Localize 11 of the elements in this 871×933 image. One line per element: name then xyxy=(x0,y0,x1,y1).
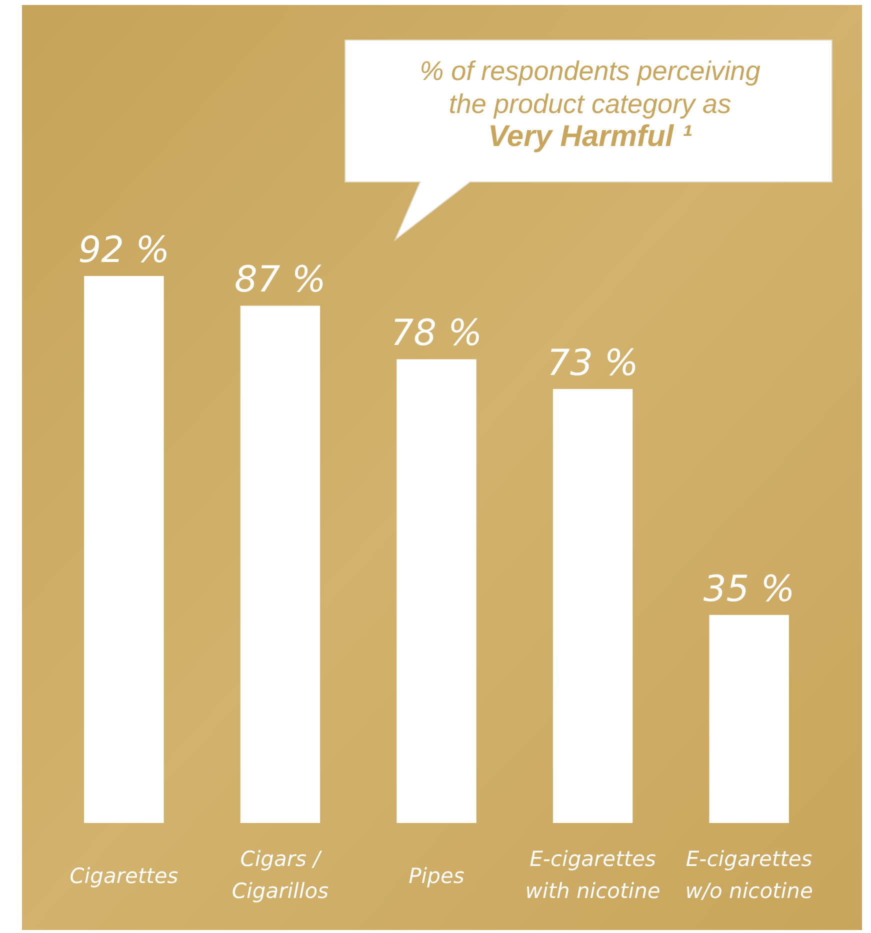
data-label: 35 % xyxy=(703,568,795,610)
chart-title: % of respondents perceiving the product category as Very Harmful ¹ xyxy=(420,56,760,153)
x-tick-label: Cigarettes xyxy=(70,864,178,888)
x-tick-label: E-cigarettes with nicotine xyxy=(525,847,660,903)
x-tick-label: E-cigarettes w/o nicotine xyxy=(685,847,813,903)
data-label: 87 % xyxy=(234,260,326,301)
x-tick-label: Pipes xyxy=(408,864,464,888)
data-label: 73 % xyxy=(547,342,639,384)
x-tick-label: Cigars / Cigarillos xyxy=(232,847,329,903)
data-label: 92 % xyxy=(78,230,170,271)
data-label: 78 % xyxy=(390,313,482,354)
